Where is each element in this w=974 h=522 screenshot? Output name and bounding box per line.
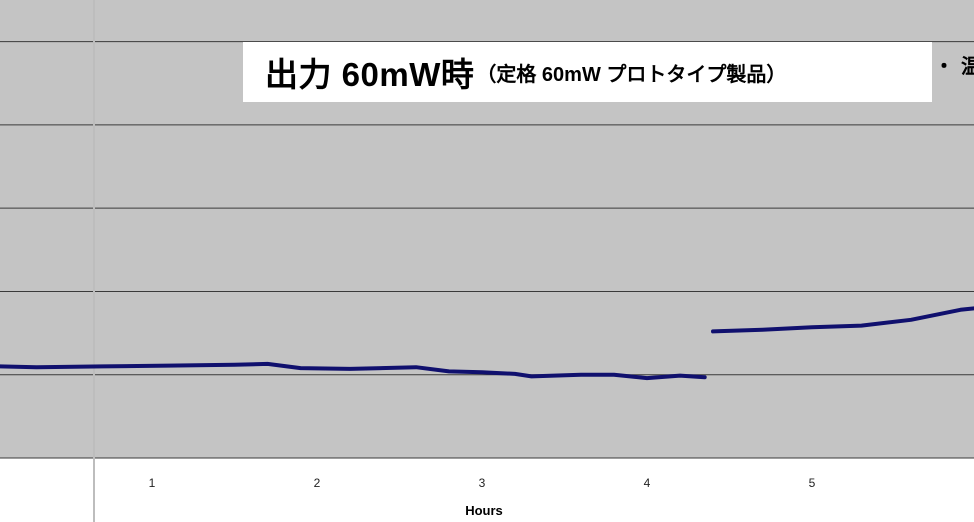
- series-temperature: [0, 306, 974, 381]
- chart-title: 出力 60mW時: [265, 56, 475, 93]
- chart-title-box: 出力 60mW時 （定格 60mW プロトタイプ製品）: [243, 42, 932, 102]
- x-tick-label: 3: [479, 476, 486, 490]
- series-line-segment: [711, 306, 974, 334]
- x-tick-label: 5: [809, 476, 816, 490]
- chart-subtitle: （定格 60mW プロトタイプ製品）: [476, 63, 787, 86]
- x-tick-label: 1: [149, 476, 156, 490]
- series-line-segment: [0, 361, 707, 381]
- x-tick-label: 2: [314, 476, 321, 490]
- x-axis-ticks: 123456: [149, 476, 974, 490]
- legend-label-fragment: ・ 温: [934, 54, 974, 76]
- x-tick-label: 4: [644, 476, 651, 490]
- x-axis-title: Hours: [465, 503, 503, 518]
- gridlines: [0, 41, 974, 459]
